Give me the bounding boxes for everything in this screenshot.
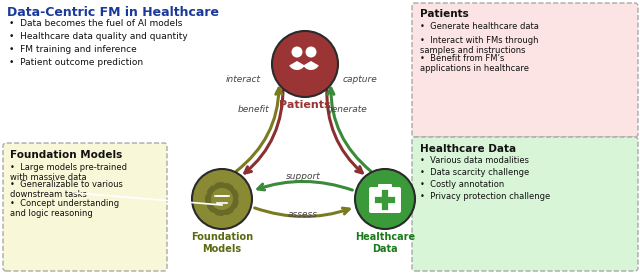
Text: assess: assess [288,210,318,219]
Text: Patients: Patients [279,100,331,110]
Circle shape [222,177,228,183]
Text: •  Generalizable to various
downstream tasks: • Generalizable to various downstream ta… [10,180,123,199]
Circle shape [192,169,252,229]
Text: •  Healthcare data quality and quantity: • Healthcare data quality and quantity [9,32,188,41]
Circle shape [272,31,338,97]
Circle shape [205,182,239,216]
Text: Healthcare
Data: Healthcare Data [355,232,415,254]
Circle shape [305,47,317,58]
Text: •  Large models pre-trained
with massive data: • Large models pre-trained with massive … [10,163,127,182]
Text: •  Costly annotation: • Costly annotation [420,180,504,189]
Text: interact: interact [225,75,260,84]
Text: •  FM training and inference: • FM training and inference [9,45,137,54]
Text: Healthcare Data: Healthcare Data [420,144,516,154]
Circle shape [238,196,244,202]
Text: •  Data scarcity challenge: • Data scarcity challenge [420,168,529,177]
Circle shape [201,202,207,209]
Text: support: support [285,172,321,181]
Wedge shape [289,61,305,70]
Circle shape [291,47,303,58]
FancyBboxPatch shape [3,143,167,271]
Circle shape [209,212,216,218]
Text: capture: capture [342,75,378,84]
Text: Patients: Patients [420,9,468,19]
Text: •  Interact with FMs through
samples and instructions: • Interact with FMs through samples and … [420,36,538,55]
Text: •  Privacy protection challenge: • Privacy protection challenge [420,192,550,201]
Text: •  Various data modalities: • Various data modalities [420,156,529,165]
FancyBboxPatch shape [412,137,638,271]
FancyBboxPatch shape [369,187,401,213]
FancyBboxPatch shape [378,184,392,191]
Circle shape [201,190,207,196]
FancyBboxPatch shape [412,3,638,137]
Text: benefit: benefit [237,105,269,114]
Text: •  Concept understanding
and logic reasoning: • Concept understanding and logic reason… [10,199,119,218]
Text: •  Data becomes the fuel of AI models: • Data becomes the fuel of AI models [9,19,182,28]
Circle shape [355,169,415,229]
Circle shape [222,215,228,221]
Circle shape [234,184,239,190]
Text: Foundation Models: Foundation Models [10,150,122,160]
Circle shape [211,188,233,210]
Circle shape [209,179,216,185]
Text: generate: generate [326,105,367,114]
Text: Foundation
Models: Foundation Models [191,232,253,254]
Text: Data-Centric FM in Healthcare: Data-Centric FM in Healthcare [7,6,219,19]
Text: •  Benefit from FM’s
applications in healthcare: • Benefit from FM’s applications in heal… [420,54,529,73]
Text: •  Patient outcome prediction: • Patient outcome prediction [9,58,143,67]
Text: •  Generate healthcare data: • Generate healthcare data [420,22,539,31]
Wedge shape [303,61,319,70]
Circle shape [234,208,239,214]
